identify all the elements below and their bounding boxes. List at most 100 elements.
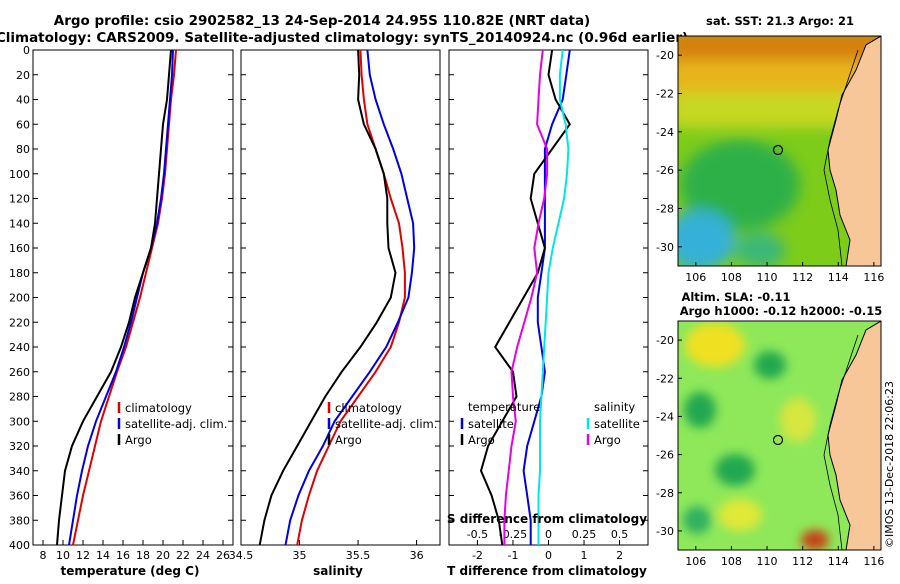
sst-map-title: sat. SST: 21.3 Argo: 21	[706, 14, 854, 28]
sla-low-patch-3	[715, 454, 755, 486]
temperature-legend: climatology satellite-adj. clim. Argo	[117, 401, 227, 447]
depth-tick-label: 260	[9, 366, 30, 379]
series-line-argo	[56, 49, 172, 546]
difference-ticks: -2 -1 0 1 2 -0.5 -0.25 0 0.25 0.5	[449, 49, 648, 562]
x-tick-label: -2	[472, 549, 483, 562]
sst-argo-marker	[772, 144, 784, 156]
depth-tick-label: 80	[16, 143, 30, 156]
sst-map: sat. SST: 21.3 Argo: 21 106 108 110 112 114 1…	[656, 14, 884, 284]
map-lat-label: -28	[656, 203, 674, 216]
sla-shelf-contour	[823, 334, 859, 550]
map-lon-label: 106	[685, 555, 706, 568]
map-lon-label: 112	[792, 555, 813, 568]
series-line-salinity-argo	[503, 49, 549, 545]
x-tick-label: 10	[56, 549, 70, 562]
figure-title-line2: Climatology: CARS2009. Satellite-adjuste…	[0, 30, 688, 46]
map-lon-label: 116	[863, 271, 884, 284]
difference-lines	[479, 49, 571, 546]
sla-map-ticks: 106 108 110 112 114 116 -20 -22 -24 -26 -28 -30	[656, 334, 884, 568]
depth-tick-label: 0	[23, 44, 30, 57]
x-tick-label: 20	[156, 549, 170, 562]
x-tick-label: 35	[293, 549, 307, 562]
figure-title-line1: Argo profile: csio 2902582_13 24-Sep-201…	[54, 13, 590, 29]
x-tick-label: 8	[40, 549, 47, 562]
x-tick-label: 0	[545, 549, 552, 562]
sla-low-patch-4	[683, 506, 711, 534]
s-diff-tick-label: -0.5	[467, 528, 488, 541]
salinity-lines	[258, 49, 416, 546]
map-lat-label: -26	[656, 164, 674, 177]
map-lon-label: 112	[792, 271, 813, 284]
sst-cool-patch	[680, 140, 800, 230]
x-tick-label: -1	[507, 549, 518, 562]
x-tick-label: 2	[616, 549, 623, 562]
x-tick-label: 1	[581, 549, 588, 562]
s-diff-tick-label: 0.25	[572, 528, 597, 541]
map-lon-label: 110	[757, 555, 778, 568]
depth-tick-label: 160	[9, 242, 30, 255]
depth-tick-label: 380	[9, 514, 30, 527]
legend-satellite-label: satellite-adj. clim.	[125, 417, 227, 431]
map-lon-label: 108	[721, 555, 742, 568]
series-line-satellite-adj-clim	[68, 49, 174, 546]
salinity-xlabel: salinity	[313, 564, 363, 578]
depth-tick-label: 400	[9, 539, 30, 552]
legend-t-argo-label: Argo	[468, 433, 495, 447]
series-line-salinity-satellite	[537, 49, 570, 545]
series-line-temperature-argo	[479, 49, 571, 546]
map-lon-label: 116	[863, 555, 884, 568]
map-lat-label: -22	[656, 372, 674, 385]
depth-axis-labels: 0 20 40 60 80 100 120 140 160 180 200 220 240 260 280 3…	[9, 44, 30, 552]
sla-argo-marker	[772, 434, 784, 446]
map-lon-label: 108	[721, 271, 742, 284]
salinity-panel: 34.5 35 35.5 36 salinity climatology satell…	[229, 49, 441, 578]
depth-tick-label: 100	[9, 168, 30, 181]
map-lat-label: -22	[656, 88, 674, 101]
depth-tick-label: 40	[16, 94, 30, 107]
map-lat-label: -24	[656, 126, 674, 139]
x-tick-label: 34.5	[229, 549, 254, 562]
sst-map-field	[678, 36, 881, 266]
map-lon-label: 110	[757, 271, 778, 284]
series-line-satellite-adj-clim	[284, 49, 416, 546]
sla-high-patch	[685, 323, 745, 367]
depth-tick-label: 180	[9, 267, 30, 280]
temperature-panel: 0 20 40 60 80 100 120 140 160 180 200 220 240 260 280 3…	[9, 44, 234, 578]
series-line-climatology	[296, 49, 406, 546]
x-tick-label: 16	[116, 549, 130, 562]
depth-tick-label: 120	[9, 193, 30, 206]
depth-tick-label: 60	[16, 118, 30, 131]
imos-credit: ©IMOS 13-Dec-2018 22:06:23	[883, 381, 896, 548]
depth-tick-label: 220	[9, 316, 30, 329]
sst-map-frame	[677, 35, 882, 267]
temperature-ticks: 8 10 12 14 16 18 20 22 24 26	[33, 49, 233, 562]
sla-mid-patch-2	[718, 499, 762, 531]
legend-t-satellite-label: satellite	[468, 417, 514, 431]
sst-cold-patch	[678, 210, 735, 266]
depth-tick-label: 200	[9, 292, 30, 305]
legend-salinity-title: salinity	[594, 400, 635, 414]
temperature-lines	[56, 49, 177, 546]
series-line-argo	[258, 49, 397, 546]
x-tick-label: 22	[176, 549, 190, 562]
map-lat-label: -26	[656, 449, 674, 462]
difference-top-label: S difference from climatology	[447, 512, 647, 526]
depth-tick-label: 140	[9, 217, 30, 230]
sla-land-mass	[827, 321, 881, 550]
legend-climatology-label: climatology	[125, 401, 192, 415]
depth-tick-label: 340	[9, 465, 30, 478]
legend-s-argo-label: Argo	[594, 433, 621, 447]
depth-tick-label: 20	[16, 69, 30, 82]
map-lat-label: -30	[656, 525, 674, 538]
sla-peak-patch	[801, 530, 829, 550]
s-diff-tick-label: 0	[545, 528, 552, 541]
map-lat-label: -20	[656, 49, 674, 62]
sla-map-frame	[677, 320, 882, 551]
sla-mid-patch	[780, 398, 816, 442]
sst-land-mass	[827, 36, 881, 266]
map-lon-label: 114	[828, 271, 849, 284]
series-line-temperature-satellite	[522, 49, 571, 545]
sla-low-patch	[754, 351, 786, 379]
